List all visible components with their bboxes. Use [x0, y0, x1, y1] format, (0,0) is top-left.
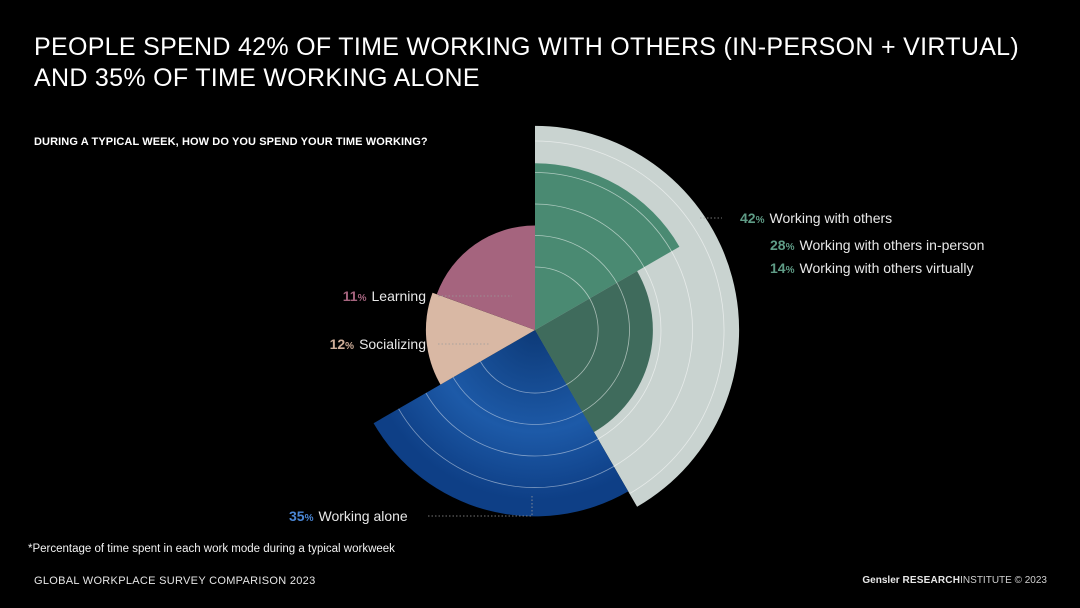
- label-value-socializing: 12: [330, 336, 346, 352]
- title-line-2: AND 35% OF TIME WORKING ALONE: [34, 64, 480, 92]
- ring-others-0: [534, 266, 599, 385]
- label-value-learning: 11: [343, 288, 358, 304]
- label-learning: 11% Learning: [343, 288, 426, 304]
- label-in-person: 28% Working with others in-person: [770, 237, 984, 253]
- brand-research: RESEARCH: [902, 575, 961, 586]
- brand-logo-text: Gensler: [862, 575, 900, 586]
- label-unit-alone: %: [305, 513, 314, 524]
- ring-others-4: [534, 140, 725, 495]
- label-value-alone: 35: [289, 508, 305, 524]
- label-virtually: 14% Working with others virtually: [770, 260, 974, 276]
- label-text-learning: Learning: [372, 288, 427, 304]
- footer-survey-name: GLOBAL WORKPLACE SURVEY COMPARISON 2023: [34, 575, 316, 587]
- ring-others-3: [534, 172, 693, 467]
- sector-in-person: [535, 163, 680, 330]
- sector-socializing: [425, 292, 535, 385]
- label-text-alone: Working alone: [318, 508, 407, 524]
- label-text-with-others: Working with others: [769, 210, 892, 226]
- label-unit-with-others: %: [756, 215, 765, 226]
- ring-alone-0: [480, 361, 567, 394]
- label-unit-in-person: %: [786, 242, 795, 253]
- ring-alone-3: [398, 408, 614, 488]
- ring-others-1: [534, 235, 630, 413]
- ring-others-2: [534, 203, 662, 440]
- page-title: PEOPLE SPEND 42% OF TIME WORKING WITH OT…: [34, 32, 1034, 94]
- label-value-with-others: 42: [740, 210, 756, 226]
- sector-alone: [373, 330, 629, 517]
- footer-credit: Gensler RESEARCHINSTITUTE © 2023: [862, 575, 1047, 586]
- label-alone: 35% Working alone: [289, 508, 408, 524]
- label-with-others: 42% Working with others: [740, 210, 892, 226]
- label-socializing: 12% Socializing: [330, 336, 426, 352]
- brand-institute: INSTITUTE © 2023: [960, 575, 1047, 586]
- label-text-in-person: Working with others in-person: [799, 237, 984, 253]
- label-text-socializing: Socializing: [359, 336, 426, 352]
- label-value-virtually: 14: [770, 260, 786, 276]
- label-unit-learning: %: [358, 293, 367, 304]
- label-value-in-person: 28: [770, 237, 786, 253]
- label-text-virtually: Working with others virtually: [799, 260, 973, 276]
- label-unit-socializing: %: [345, 341, 354, 352]
- ring-alone-1: [452, 377, 583, 425]
- sector-learning: [436, 225, 535, 330]
- title-line-1: PEOPLE SPEND 42% OF TIME WORKING WITH OT…: [34, 33, 1019, 61]
- ring-alone-2: [425, 392, 599, 457]
- label-unit-virtually: %: [786, 265, 795, 276]
- footnote: *Percentage of time spent in each work m…: [28, 543, 395, 555]
- chart-question: DURING A TYPICAL WEEK, HOW DO YOU SPEND …: [34, 136, 428, 148]
